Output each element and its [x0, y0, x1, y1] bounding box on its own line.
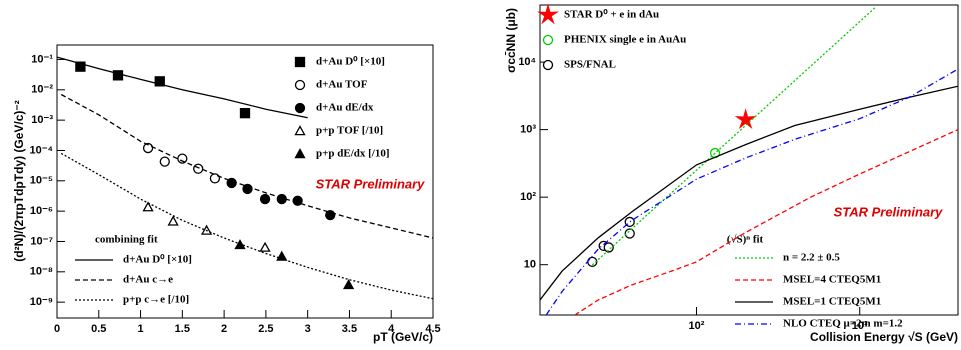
- annotation: STAR Preliminary: [316, 176, 426, 191]
- annotation: STAR Preliminary: [834, 204, 944, 219]
- y-tick-label: 10⁻¹: [31, 53, 53, 65]
- legend-label: STAR D⁰ + e in dAu: [564, 9, 659, 21]
- y-tick-label: 10⁻⁷: [30, 235, 53, 247]
- legend-marker: [537, 3, 559, 25]
- y-tick-label: 10⁻⁸: [30, 266, 53, 278]
- y-axis-label: σcc̄NN (μb): [504, 8, 518, 73]
- marker: [142, 142, 154, 154]
- x-axis-label: Collision Energy √S (GeV): [810, 330, 958, 344]
- legend-label: d+Au TOF: [316, 79, 368, 91]
- x-tick-label: 10³: [852, 320, 868, 332]
- marker: [259, 241, 271, 252]
- marker: [154, 76, 165, 87]
- marker: [159, 156, 170, 167]
- marker: [75, 61, 86, 72]
- y-tick-label: 10⁻⁶: [30, 205, 53, 217]
- legend-label: MSEL=4 CTEQ5M1: [783, 274, 881, 286]
- y-tick-label: 10⁴: [518, 56, 536, 68]
- marker: [259, 193, 271, 205]
- legend-label: PHENIX single e in AuAu: [564, 34, 686, 46]
- x-tick-label: 3: [305, 323, 311, 335]
- legend-marker: [294, 125, 306, 136]
- marker: [276, 250, 288, 261]
- x-tick-label: 3.5: [342, 323, 357, 335]
- legend-label: p+p c→e [/10]: [123, 294, 189, 306]
- y-tick-label: 10⁻²: [31, 84, 53, 96]
- legend-marker: [542, 34, 554, 46]
- legend-marker: [542, 59, 554, 71]
- legend-marker: [294, 148, 306, 159]
- marker: [167, 215, 179, 226]
- fit-line: [545, 68, 958, 315]
- y-axis-label: (d²N)/(2πpTdpTdy) (GeV/c)⁻²: [12, 100, 26, 262]
- plot-frame: [539, 4, 959, 316]
- y-tick-label: 10: [524, 259, 536, 271]
- fit-line: [540, 85, 958, 301]
- legend-label: d+Au D⁰ [×10]: [123, 254, 192, 266]
- x-tick-label: 0.5: [91, 323, 106, 335]
- legend-title: combining fit: [95, 234, 158, 246]
- y-tick-label: 10⁻⁹: [30, 296, 53, 308]
- legend-label: p+p dE/dx [/10]: [316, 148, 390, 160]
- marker: [624, 228, 635, 239]
- plot-frame: [56, 44, 434, 319]
- fit-line: [574, 129, 958, 315]
- marker: [603, 242, 614, 253]
- x-tick-label: 2.5: [258, 323, 273, 335]
- legend-marker: [294, 79, 306, 91]
- legend-marker: [294, 56, 306, 68]
- y-tick-label: 10⁻³: [31, 114, 53, 126]
- marker: [242, 183, 253, 195]
- fit-line: [60, 152, 433, 300]
- x-tick-label: 1.5: [175, 323, 190, 335]
- marker: [734, 108, 757, 130]
- x-tick-label: 10²: [689, 320, 705, 332]
- legend-label: d+Au D⁰ [×10]: [316, 56, 385, 68]
- y-tick-label: 10⁻⁴: [30, 144, 53, 156]
- marker: [343, 279, 355, 290]
- y-tick-label: 10²: [520, 191, 536, 203]
- marker: [177, 153, 188, 164]
- marker: [276, 193, 287, 205]
- marker: [142, 201, 154, 212]
- fit-line: [60, 93, 433, 239]
- legend-label: d+Au c→e: [123, 274, 173, 286]
- marker: [193, 163, 204, 174]
- x-tick-label: 4: [388, 323, 395, 335]
- x-tick-label: 4.5: [425, 323, 440, 335]
- legend-label: d+Au dE/dx: [316, 102, 374, 114]
- legend-label: MSEL=1 CTEQ5M1: [783, 296, 881, 308]
- x-axis-label: pT (GeV/c): [373, 330, 433, 344]
- marker: [239, 107, 251, 119]
- x-tick-label: 2: [221, 323, 227, 335]
- legend-label: p+p TOF [/10]: [316, 125, 383, 137]
- x-tick-label: 0: [54, 323, 60, 335]
- y-tick-label: 10³: [520, 124, 536, 136]
- legend-marker: [294, 102, 306, 114]
- y-tick-label: 10⁻⁵: [30, 175, 53, 187]
- legend-label: n = 2.2 ± 0.5: [783, 252, 840, 264]
- annotation: (√S)ⁿ fit: [727, 234, 764, 246]
- legend-label: NLO CTEQ μ=2m m=1.2: [783, 318, 903, 330]
- x-tick-label: 1: [137, 323, 143, 335]
- legend-label: SPS/FNAL: [564, 59, 616, 71]
- fit-line: [57, 56, 308, 119]
- fit-line: [591, 6, 876, 266]
